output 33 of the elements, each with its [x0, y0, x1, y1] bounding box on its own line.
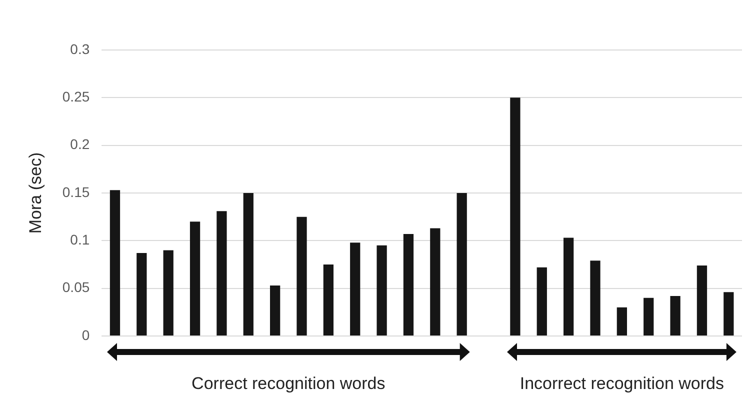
bar: [350, 242, 360, 336]
y-tick-label: 0.05: [62, 279, 90, 296]
bar: [456, 193, 467, 336]
bar: [110, 190, 120, 336]
bar: [403, 234, 414, 336]
text: Incorrect recognition words: [520, 374, 724, 394]
bar: [670, 296, 680, 336]
y-tick-label: 0.2: [70, 136, 90, 152]
bar: [376, 245, 387, 336]
bar: [216, 211, 227, 336]
bar: [136, 253, 147, 336]
bar: [190, 222, 200, 336]
bar: [536, 267, 547, 336]
bar: [564, 238, 574, 336]
bar: [724, 292, 734, 336]
y-tick-label: 0: [82, 326, 90, 343]
bar: [430, 228, 440, 336]
y-tick-label: 0.3: [70, 40, 90, 57]
bar: [270, 285, 280, 336]
bar: [644, 298, 654, 336]
y-tick-label: 0.1: [70, 232, 90, 248]
bar: [323, 264, 334, 336]
y-tick-label: 0.15: [62, 184, 90, 200]
text: Correct recognition words: [192, 374, 386, 394]
bar: [296, 216, 307, 336]
bar: [616, 307, 628, 336]
bar: [163, 250, 174, 336]
bar: [510, 98, 520, 336]
y-axis-title: Mora (sec): [26, 152, 45, 234]
y-tick-label: 0.25: [62, 88, 90, 105]
bar: [243, 193, 254, 336]
bar: [696, 265, 708, 336]
bar: [590, 260, 600, 336]
